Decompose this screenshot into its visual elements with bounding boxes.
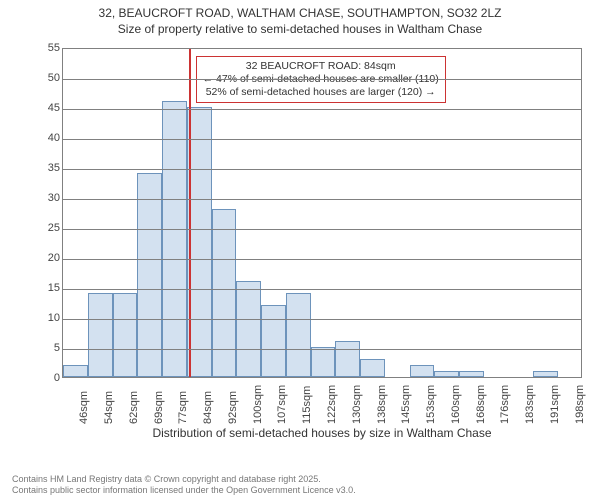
y-tick-label: 55: [32, 42, 60, 54]
x-tick-label: 198sqm: [574, 385, 586, 424]
chart-title-block: 32, BEAUCROFT ROAD, WALTHAM CHASE, SOUTH…: [0, 0, 600, 37]
annotation-line-1: 32 BEAUCROFT ROAD: 84sqm: [203, 60, 439, 73]
x-tick-label: 145sqm: [400, 385, 412, 424]
y-tick-label: 50: [32, 72, 60, 84]
bar: [286, 293, 311, 377]
x-tick-label: 77sqm: [177, 391, 189, 424]
bar: [459, 371, 484, 377]
bar: [113, 293, 138, 377]
property-marker-line: [189, 49, 191, 377]
gridline: [63, 259, 581, 260]
x-tick-label: 107sqm: [276, 385, 288, 424]
y-tick-label: 15: [32, 282, 60, 294]
x-tick-label: 69sqm: [153, 391, 165, 424]
bar: [434, 371, 459, 377]
plot-area: 32 BEAUCROFT ROAD: 84sqm ← 47% of semi-d…: [62, 48, 582, 378]
x-tick-label: 138sqm: [376, 385, 388, 424]
x-tick-label: 100sqm: [252, 385, 264, 424]
x-tick-label: 183sqm: [524, 385, 536, 424]
x-tick-label: 92sqm: [227, 391, 239, 424]
gridline: [63, 199, 581, 200]
bar: [533, 371, 558, 377]
y-tick-label: 20: [32, 252, 60, 264]
x-tick-label: 84sqm: [202, 391, 214, 424]
x-tick-label: 153sqm: [425, 385, 437, 424]
bar: [162, 101, 187, 377]
bar: [88, 293, 113, 377]
x-tick-label: 130sqm: [351, 385, 363, 424]
bar: [360, 359, 385, 377]
y-tick-label: 10: [32, 312, 60, 324]
gridline: [63, 169, 581, 170]
title-line-1: 32, BEAUCROFT ROAD, WALTHAM CHASE, SOUTH…: [0, 6, 600, 22]
y-tick-label: 0: [32, 372, 60, 384]
x-tick-label: 168sqm: [475, 385, 487, 424]
gridline: [63, 349, 581, 350]
x-axis-title: Distribution of semi-detached houses by …: [62, 426, 582, 440]
x-tick-label: 160sqm: [450, 385, 462, 424]
bar: [236, 281, 261, 377]
x-tick-label: 115sqm: [301, 386, 313, 424]
y-tick-label: 40: [32, 132, 60, 144]
footer-line-1: Contains HM Land Registry data © Crown c…: [12, 474, 356, 485]
gridline: [63, 319, 581, 320]
x-tick-label: 54sqm: [103, 391, 115, 424]
y-tick-label: 30: [32, 192, 60, 204]
x-tick-label: 122sqm: [326, 385, 338, 424]
gridline: [63, 139, 581, 140]
bar: [311, 347, 336, 377]
gridline: [63, 79, 581, 80]
bar: [410, 365, 435, 377]
gridline: [63, 229, 581, 230]
x-tick-label: 46sqm: [78, 391, 90, 424]
y-tick-label: 25: [32, 222, 60, 234]
x-tick-label: 176sqm: [499, 385, 511, 424]
chart-container: Number of semi-detached properties 32 BE…: [10, 44, 590, 450]
title-line-2: Size of property relative to semi-detach…: [0, 22, 600, 38]
bar: [137, 173, 162, 377]
footer-line-2: Contains public sector information licen…: [12, 485, 356, 496]
gridline: [63, 109, 581, 110]
bar: [212, 209, 237, 377]
bar: [261, 305, 286, 377]
gridline: [63, 289, 581, 290]
x-tick-label: 191sqm: [549, 385, 561, 424]
footer-attribution: Contains HM Land Registry data © Crown c…: [12, 474, 356, 496]
x-tick-label: 62sqm: [128, 391, 140, 424]
y-tick-label: 45: [32, 102, 60, 114]
bar: [63, 365, 88, 377]
annotation-line-3: 52% of semi-detached houses are larger (…: [203, 86, 439, 99]
bar: [335, 341, 360, 377]
y-tick-label: 5: [32, 342, 60, 354]
y-tick-label: 35: [32, 162, 60, 174]
